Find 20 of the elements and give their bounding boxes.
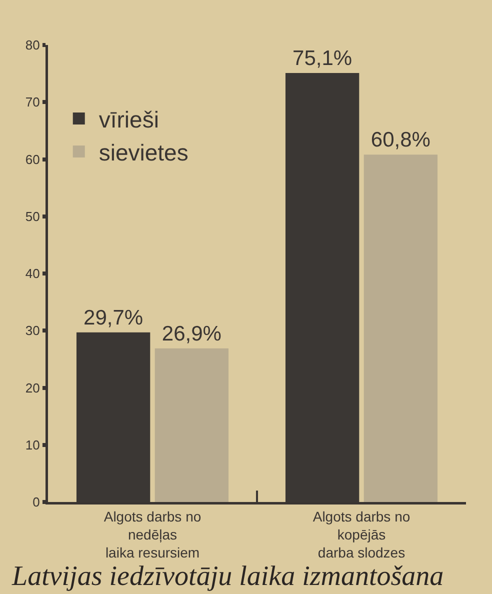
x-tick-label: Algots darbs no kopējās darba slodzes — [312, 508, 410, 561]
y-tick-label: 30 — [25, 323, 40, 338]
y-tick-label: 60 — [25, 152, 40, 167]
x-tick-label: Algots darbs no nedēļas laika resursiem — [104, 508, 202, 561]
legend-label: sievietes — [98, 139, 188, 166]
y-tick-label: 10 — [25, 437, 40, 452]
legend-label: vīrieši — [98, 106, 159, 133]
text: Latvijas iedzīvotāju laika izmantošana — [11, 561, 444, 592]
y-tick-label: 0 — [32, 494, 40, 510]
bar — [364, 154, 438, 502]
y-tick-label: 70 — [25, 94, 40, 110]
y-tick-label: 80 — [25, 38, 40, 53]
data-label: 26,9% — [162, 322, 222, 346]
y-tick-label: 50 — [25, 208, 40, 224]
data-label: 29,7% — [84, 306, 144, 330]
data-label: 75,1% — [292, 46, 352, 70]
bar — [154, 348, 229, 502]
y-tick-label: 40 — [25, 266, 40, 282]
data-label: 60,8% — [370, 128, 430, 152]
y-tick-label: 20 — [25, 380, 40, 396]
